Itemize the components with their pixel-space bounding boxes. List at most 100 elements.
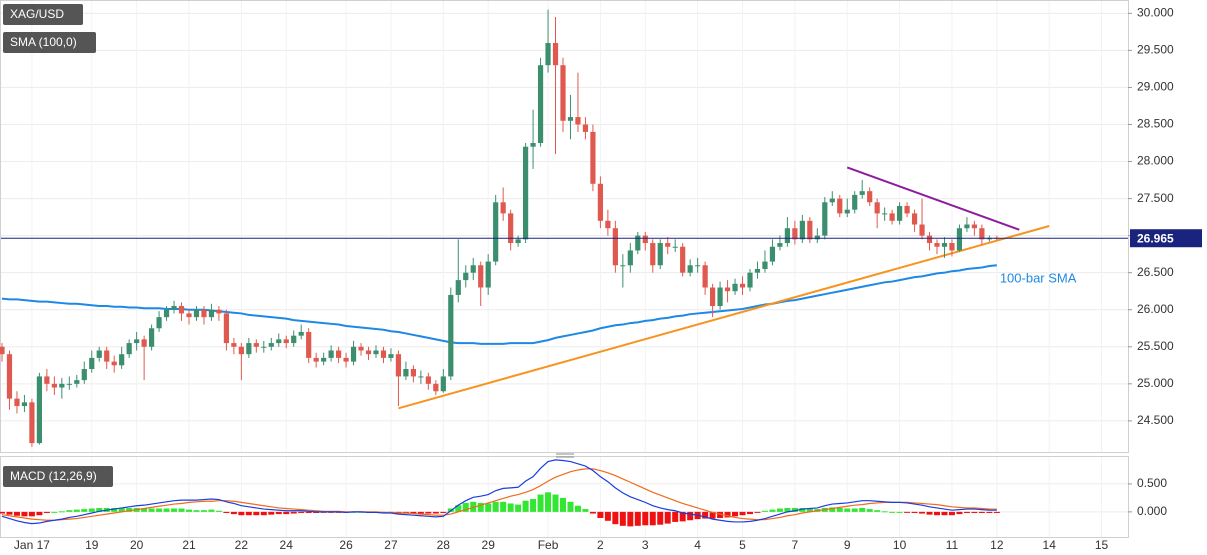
candle-body bbox=[373, 350, 379, 355]
candle-body bbox=[926, 235, 933, 244]
candle-body bbox=[934, 243, 940, 247]
candle-body bbox=[500, 202, 506, 214]
y-tick-label: 28.000 bbox=[1137, 154, 1174, 168]
candle-body bbox=[747, 272, 753, 288]
macd-histogram-bar bbox=[73, 509, 80, 512]
y-tick-label: 25.000 bbox=[1137, 376, 1174, 390]
candle-body bbox=[193, 309, 200, 318]
macd-histogram-bar bbox=[148, 508, 155, 512]
macd-histogram-bar bbox=[709, 511, 716, 519]
macd-histogram-bar bbox=[178, 508, 185, 512]
macd-histogram-bar bbox=[911, 511, 918, 513]
macd-histogram-bar bbox=[43, 511, 50, 513]
macd-histogram-bar bbox=[552, 494, 559, 512]
macd-histogram-bar bbox=[866, 509, 873, 512]
candle-body bbox=[650, 243, 656, 266]
candle-body bbox=[545, 42, 551, 66]
candle-body bbox=[178, 306, 185, 314]
macd-histogram-bar bbox=[881, 511, 888, 513]
macd-histogram-bar bbox=[836, 507, 843, 512]
macd-histogram-bar bbox=[604, 511, 611, 521]
macd-histogram-bar bbox=[806, 508, 813, 512]
macd-histogram-bar bbox=[208, 509, 215, 512]
candle-body bbox=[44, 376, 50, 384]
candle-body bbox=[590, 131, 596, 184]
candle-body bbox=[822, 202, 828, 236]
macd-histogram-bar bbox=[986, 511, 993, 513]
sma-label-box bbox=[3, 32, 96, 53]
x-tick-label: 29 bbox=[482, 538, 496, 552]
candle-body bbox=[268, 343, 274, 347]
y-tick-label: 28.500 bbox=[1137, 117, 1174, 131]
candle-body bbox=[687, 265, 693, 273]
macd-histogram-bar bbox=[13, 511, 20, 516]
y-tick-label: 26.000 bbox=[1137, 302, 1174, 316]
macd-histogram-bar bbox=[619, 511, 626, 526]
candle-body bbox=[418, 376, 424, 378]
y-tick-label: 29.500 bbox=[1137, 43, 1174, 57]
macd-histogram-bar bbox=[36, 511, 43, 516]
x-tick-label: 26 bbox=[339, 538, 353, 552]
macd-histogram-bar bbox=[754, 511, 761, 513]
candle-body bbox=[635, 235, 641, 251]
macd-histogram-bar bbox=[28, 511, 35, 517]
candle-body bbox=[964, 224, 970, 229]
candle-body bbox=[762, 261, 768, 269]
candle-body bbox=[769, 246, 776, 262]
macd-histogram-bar bbox=[687, 511, 694, 521]
macd-histogram-bar bbox=[193, 510, 200, 512]
macd-histogram-bar bbox=[859, 507, 866, 512]
candle-body bbox=[81, 369, 87, 381]
candle-body bbox=[186, 313, 192, 318]
macd-histogram-bar bbox=[118, 507, 125, 512]
candle-body bbox=[784, 228, 790, 244]
macd-histogram-bar bbox=[492, 501, 499, 512]
candle-body bbox=[395, 354, 402, 377]
candle-body bbox=[702, 265, 708, 288]
candle-body bbox=[380, 350, 387, 358]
candle-body bbox=[695, 265, 701, 267]
candle-body bbox=[739, 283, 746, 288]
candle-body bbox=[642, 235, 648, 244]
candle-body bbox=[657, 243, 663, 266]
macd-histogram-bar bbox=[81, 509, 88, 512]
candle-body bbox=[306, 331, 312, 358]
candle-body bbox=[530, 143, 536, 147]
candle-body bbox=[291, 335, 297, 344]
x-tick-label: 7 bbox=[792, 538, 799, 552]
macd-histogram-bar bbox=[978, 511, 985, 513]
candle-body bbox=[283, 339, 289, 344]
candle-body bbox=[485, 261, 491, 288]
macd-histogram-bar bbox=[171, 508, 178, 512]
macd-histogram-bar bbox=[993, 511, 1000, 513]
macd-histogram-bar bbox=[747, 511, 753, 515]
candle-body bbox=[732, 283, 738, 292]
candle-body bbox=[448, 294, 454, 377]
macd-histogram-bar bbox=[96, 507, 103, 512]
x-tick-label: 12 bbox=[990, 538, 1004, 552]
candle-body bbox=[298, 331, 304, 336]
candle-body bbox=[261, 346, 267, 348]
macd-histogram-bar bbox=[455, 505, 462, 512]
macd-histogram-bar bbox=[956, 511, 963, 515]
candle-body bbox=[29, 402, 35, 444]
x-tick-label: Feb bbox=[538, 538, 559, 552]
macd-histogram-bar bbox=[462, 502, 469, 512]
candle-body bbox=[724, 287, 731, 292]
candle-body bbox=[889, 213, 895, 221]
macd-histogram-bar bbox=[515, 504, 522, 512]
candle-body bbox=[837, 198, 843, 214]
macd-histogram-bar bbox=[717, 511, 724, 519]
candle-body bbox=[859, 191, 865, 195]
y-tick-label: 24.500 bbox=[1137, 413, 1174, 427]
macd-histogram-bar bbox=[657, 511, 664, 525]
macd-histogram-bar bbox=[298, 511, 305, 513]
x-tick-label: 3 bbox=[642, 538, 649, 552]
candle-body bbox=[403, 369, 409, 377]
candle-body bbox=[897, 205, 903, 221]
macd-histogram-bar bbox=[477, 502, 484, 512]
macd-histogram-bar bbox=[537, 494, 544, 512]
candle-body bbox=[799, 220, 805, 240]
macd-histogram-bar bbox=[0, 511, 5, 514]
